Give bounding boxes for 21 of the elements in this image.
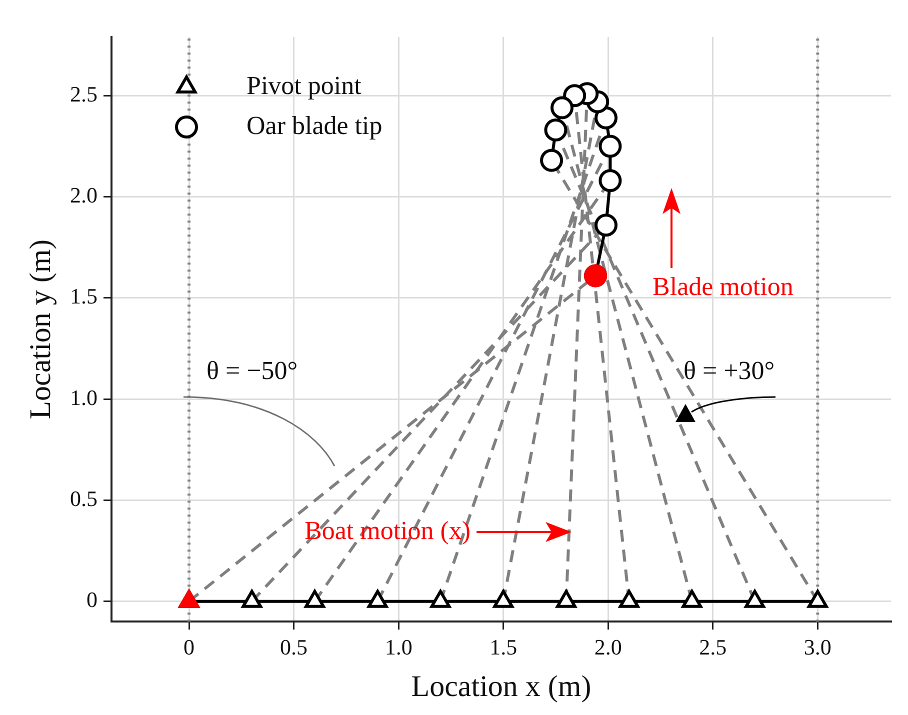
x-tick-label: 1.0	[384, 634, 412, 660]
x-tick-label: 2.5	[699, 634, 727, 660]
annotation: θ = −50°	[206, 356, 298, 385]
annotation: θ = +30°	[684, 356, 775, 385]
x-tick-label: 0.5	[280, 634, 308, 660]
legend-label: Oar blade tip	[246, 110, 382, 140]
y-tick-label: 0.5	[70, 486, 98, 512]
y-tick-label: 2.0	[70, 182, 98, 208]
y-axis-title: Location y (m)	[24, 239, 57, 420]
x-tick-label: 2.0	[594, 634, 622, 660]
x-axis-title: Location x (m)	[411, 670, 592, 703]
x-tick-label: 0	[184, 634, 195, 660]
legend-label: Pivot point	[246, 70, 362, 100]
annotation: Blade motion	[652, 272, 794, 301]
x-tick-label: 1.5	[490, 634, 518, 660]
annotation: Boat motion (x)	[304, 516, 471, 545]
y-tick-label: 0	[86, 587, 98, 612]
x-tick-label: 3.0	[804, 634, 832, 660]
y-tick-label: 2.5	[70, 81, 98, 106]
y-tick-label: 1.0	[70, 384, 98, 410]
y-tick-label: 1.5	[70, 284, 98, 309]
